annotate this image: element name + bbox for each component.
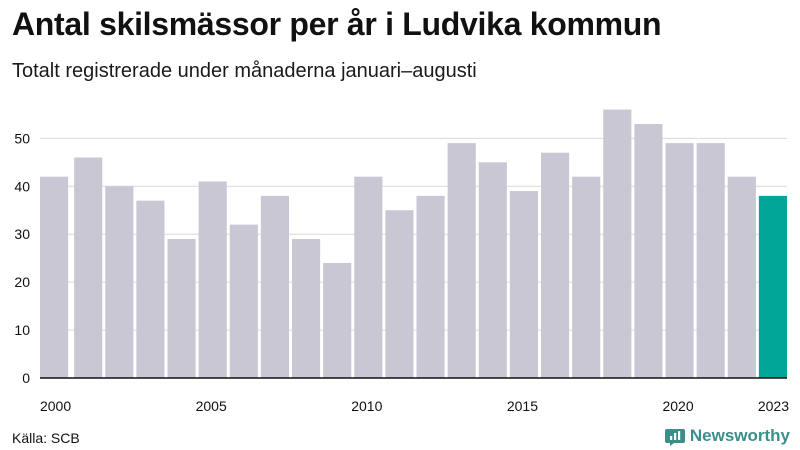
bar-2019 bbox=[634, 123, 663, 378]
bar-2010 bbox=[354, 176, 383, 378]
bar-2018 bbox=[603, 109, 632, 378]
bar-2003 bbox=[136, 200, 165, 378]
x-tick-label-2005: 2005 bbox=[196, 398, 227, 414]
bar-2007 bbox=[260, 195, 289, 378]
bar-2021 bbox=[696, 143, 725, 378]
x-tick-label-2023: 2023 bbox=[758, 398, 789, 414]
bar-2002 bbox=[105, 186, 134, 378]
bar-2005 bbox=[198, 181, 227, 378]
x-tick-label-2020: 2020 bbox=[662, 398, 693, 414]
bar-2011 bbox=[385, 210, 414, 378]
bar-2008 bbox=[292, 239, 321, 378]
brand-logo[interactable]: Newsworthy bbox=[664, 426, 790, 446]
bar-2015 bbox=[509, 191, 538, 378]
bar-2000 bbox=[40, 176, 69, 378]
y-tick-label-40: 40 bbox=[14, 178, 30, 194]
x-tick-label-2010: 2010 bbox=[351, 398, 382, 414]
bar-2001 bbox=[74, 157, 103, 378]
bar-chart-logo-icon bbox=[664, 429, 685, 446]
y-tick-label-0: 0 bbox=[22, 370, 30, 386]
bar-2016 bbox=[541, 152, 570, 378]
bar-2004 bbox=[167, 239, 196, 378]
x-tick-label-2000: 2000 bbox=[40, 398, 71, 414]
bar-2014 bbox=[478, 162, 507, 378]
bar-2009 bbox=[323, 262, 352, 378]
y-tick-label-50: 50 bbox=[14, 130, 30, 146]
y-axis-ticks: 0 10 20 30 40 50 bbox=[14, 130, 30, 386]
bar-2022 bbox=[727, 176, 756, 378]
brand-name: Newsworthy bbox=[689, 426, 790, 445]
chart-subtitle: Totalt registrerade under månaderna janu… bbox=[12, 60, 477, 82]
source-label: Källa: SCB bbox=[12, 430, 80, 446]
bar-2023 bbox=[758, 195, 787, 378]
bars bbox=[40, 109, 787, 379]
bar-2006 bbox=[229, 224, 258, 378]
bar-2017 bbox=[572, 176, 601, 378]
y-tick-label-10: 10 bbox=[14, 322, 30, 338]
chart-title: Antal skilsmässor per år i Ludvika kommu… bbox=[12, 6, 662, 42]
x-axis-ticks: 2000 2005 2010 2015 2020 2023 bbox=[40, 398, 789, 414]
y-tick-label-20: 20 bbox=[14, 274, 30, 290]
x-tick-label-2015: 2015 bbox=[507, 398, 538, 414]
bar-2012 bbox=[416, 195, 445, 378]
bar-2020 bbox=[665, 143, 694, 378]
bar-2013 bbox=[447, 143, 476, 378]
y-tick-label-30: 30 bbox=[14, 226, 30, 242]
